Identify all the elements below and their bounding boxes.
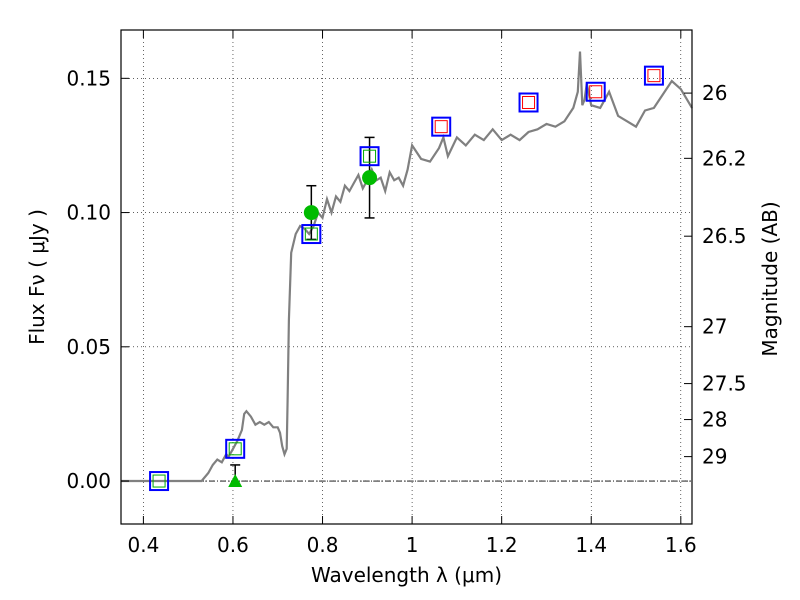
model-square <box>643 65 664 86</box>
y-tick-label: 0.00 <box>66 469 111 493</box>
x-tick-label: 1 <box>406 533 419 557</box>
observed-point <box>303 205 319 221</box>
model-square <box>225 438 246 459</box>
magnitude-tick-label: 28 <box>702 408 727 432</box>
plot-frame <box>120 29 693 525</box>
right-axis-label: Magnitude (AB) <box>758 201 782 356</box>
model-square <box>149 471 170 492</box>
x-tick-label: 0.8 <box>307 533 339 557</box>
grid-lines <box>121 30 692 524</box>
magnitude-tick-label: 27.5 <box>702 372 747 396</box>
model-inner-square <box>589 85 603 99</box>
axis-ticks: 0.4 0.6 0.8 1 1.2 1.4 1.6 0.00 0.05 0.10 0.15 26 26.… <box>66 30 747 557</box>
y-axis-label: Flux Fν ( μJy ) <box>25 209 49 345</box>
magnitude-tick-label: 26.2 <box>702 146 747 170</box>
y-tick-label: 0.05 <box>66 335 111 359</box>
model-inner-square <box>522 95 536 109</box>
photometry-points <box>149 65 664 492</box>
model-square <box>359 146 380 167</box>
model-square <box>431 116 452 137</box>
x-tick-label: 0.6 <box>217 533 249 557</box>
model-inner-square <box>228 442 242 456</box>
model-inner-square <box>647 69 661 83</box>
y-tick-label: 0.15 <box>66 66 111 90</box>
x-tick-label: 0.4 <box>127 533 159 557</box>
spectrum-line <box>121 51 693 483</box>
x-axis-label: Wavelength λ (μm) <box>311 563 502 587</box>
model-inner-square <box>434 120 448 134</box>
model-square <box>301 224 322 245</box>
magnitude-tick-label: 27 <box>702 315 727 339</box>
magnitude-tick-label: 29 <box>702 445 727 469</box>
model-square <box>518 92 539 113</box>
x-tick-label: 1.4 <box>575 533 607 557</box>
x-tick-label: 1.2 <box>486 533 518 557</box>
model-inner-square <box>304 227 318 241</box>
model-square <box>585 81 606 102</box>
x-tick-label: 1.6 <box>665 533 697 557</box>
model-inner-square <box>152 474 166 488</box>
magnitude-tick-label: 26.5 <box>702 224 747 248</box>
observed-point <box>362 170 378 186</box>
upper-limit-marker <box>228 474 243 488</box>
y-tick-label: 0.10 <box>66 201 111 225</box>
magnitude-tick-label: 26 <box>702 81 727 105</box>
model-inner-square <box>363 149 377 163</box>
